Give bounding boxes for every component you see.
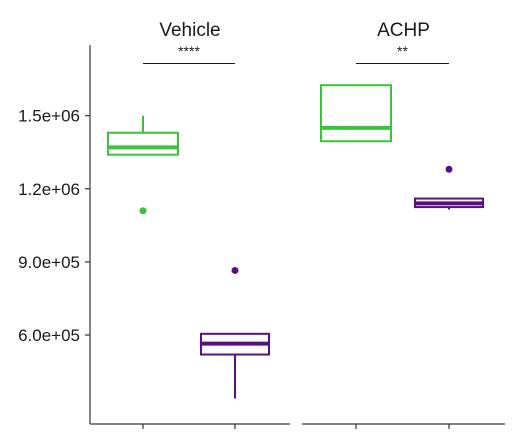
- y-tick-label: 6.0e+05: [18, 326, 80, 345]
- box-purple: [200, 266, 270, 399]
- panel-title: Vehicle: [159, 20, 220, 41]
- outlier-point: [139, 207, 147, 215]
- box-body: [320, 84, 392, 143]
- box-purple: [414, 165, 484, 210]
- significance-label: ****: [178, 43, 200, 59]
- y-tick-label: 1.2e+06: [18, 180, 80, 199]
- box-green: [107, 115, 179, 215]
- outlier-point: [445, 165, 453, 173]
- y-tick-label: 9.0e+05: [18, 253, 80, 272]
- box-green: [320, 84, 392, 143]
- panel-title: ACHP: [377, 20, 430, 41]
- y-tick-label: 1.5e+06: [18, 107, 80, 126]
- outlier-point: [231, 266, 239, 274]
- significance-label: **: [397, 43, 408, 59]
- box-body: [107, 131, 179, 156]
